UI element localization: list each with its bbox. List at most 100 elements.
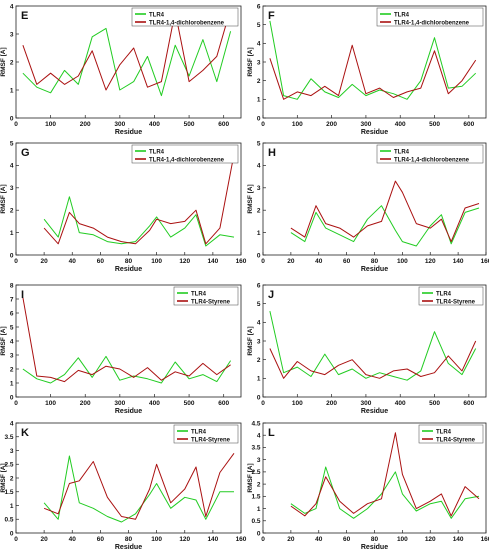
y-tick-label: 3 — [257, 338, 261, 345]
y-tick-label: 0 — [10, 252, 14, 259]
legend-box — [376, 7, 484, 27]
x-tick-label: 500 — [184, 400, 195, 407]
series-line-complex — [290, 432, 480, 517]
x-tick-label: 500 — [429, 121, 440, 128]
y-tick-label: 4 — [10, 420, 14, 427]
x-tick-label: 120 — [425, 258, 436, 265]
y-tick-label: 4 — [10, 3, 14, 10]
x-tick-label: 40 — [69, 258, 77, 265]
series-line-complex — [269, 340, 477, 379]
legend-box — [418, 424, 484, 444]
x-tick-label: 600 — [463, 121, 474, 128]
y-tick-label: 0 — [257, 252, 261, 259]
x-tick-label: 300 — [360, 400, 371, 407]
y-axis-label: RMSF [A] — [0, 47, 7, 76]
panel-label: H — [268, 147, 276, 159]
panel-label: I — [21, 289, 24, 301]
x-tick-label: 160 — [481, 536, 489, 543]
x-tick-label: 60 — [343, 536, 351, 543]
x-tick-label: 400 — [149, 400, 160, 407]
y-tick-label: 2 — [257, 78, 261, 85]
panel-label: G — [21, 147, 30, 159]
y-axis-label: RMSF [A] — [0, 326, 7, 355]
panel-k: 0 20 40 60 80 100 120 140 160 0 0.5 1 1.5 2 2.5 3 3.5 4 Re… — [0, 420, 247, 551]
x-tick-label: 80 — [371, 258, 379, 265]
y-tick-label: 4 — [10, 163, 14, 170]
x-tick-label: 80 — [125, 536, 133, 543]
legend-box — [131, 144, 239, 164]
x-tick-label: 100 — [397, 258, 408, 265]
panel-label: J — [268, 289, 274, 301]
y-axis-label: RMSF [A] — [247, 184, 254, 213]
y-tick-label: 0 — [10, 530, 14, 537]
y-tick-label: 0 — [10, 115, 14, 122]
y-tick-label: 3 — [10, 185, 14, 192]
x-tick-label: 60 — [97, 536, 105, 543]
x-tick-label: 200 — [80, 400, 91, 407]
y-tick-label: 1 — [257, 376, 261, 383]
x-tick-label: 200 — [80, 121, 91, 128]
x-tick-label: 100 — [292, 400, 303, 407]
y-tick-label: 0 — [257, 530, 261, 537]
y-tick-label: 1 — [257, 506, 261, 513]
y-tick-label: 2 — [257, 357, 261, 364]
y-axis-label: RMSF [A] — [247, 47, 254, 76]
y-tick-label: 1 — [257, 230, 261, 237]
legend-box — [173, 424, 239, 444]
y-tick-label: 0 — [10, 394, 14, 401]
x-tick-label: 160 — [236, 258, 247, 265]
x-axis-label: Residue — [361, 266, 388, 273]
x-tick-label: 600 — [218, 400, 229, 407]
panel-label: K — [21, 427, 29, 439]
y-tick-label: 1 — [10, 380, 14, 387]
panel-g: 0 20 40 60 80 100 120 140 160 0 1 2 3 4 5 Residue RMSF [… — [0, 140, 247, 273]
x-tick-label: 140 — [207, 258, 218, 265]
y-tick-label: 0 — [257, 115, 261, 122]
x-axis-label: Residue — [361, 408, 388, 415]
y-tick-label: 5 — [10, 324, 14, 331]
x-tick-label: 300 — [114, 400, 125, 407]
y-tick-label: 6 — [257, 282, 261, 289]
x-tick-label: 0 — [14, 258, 18, 265]
x-tick-label: 0 — [14, 400, 18, 407]
y-tick-label: 4 — [257, 320, 261, 327]
y-tick-label: 5 — [257, 22, 261, 29]
series-line-tlr4 — [43, 196, 235, 247]
legend-label: TLR4 — [191, 429, 207, 435]
legend-box — [173, 286, 239, 306]
y-tick-label: 7 — [10, 296, 14, 303]
y-tick-label: 2 — [257, 481, 261, 488]
x-tick-label: 400 — [149, 121, 160, 128]
x-tick-label: 160 — [481, 258, 489, 265]
x-tick-label: 600 — [463, 400, 474, 407]
y-tick-label: 0.5 — [4, 517, 13, 524]
legend-label: TLR4-1,4-dichlorobenzene — [149, 157, 225, 163]
legend-label: TLR4 — [394, 149, 410, 155]
x-tick-label: 160 — [236, 536, 247, 543]
y-tick-label: 4 — [257, 163, 261, 170]
y-tick-label: 5 — [257, 140, 261, 147]
legend-label: TLR4 — [436, 291, 452, 297]
x-tick-label: 0 — [261, 536, 265, 543]
legend-label: TLR4-Styrene — [436, 437, 476, 443]
y-tick-label: 3.5 — [4, 434, 13, 441]
y-axis-label: RMSF [A] — [247, 463, 254, 492]
x-axis-label: Residue — [115, 129, 142, 136]
y-tick-label: 4.5 — [251, 420, 260, 427]
y-tick-label: 3 — [257, 59, 261, 66]
x-tick-label: 20 — [41, 536, 49, 543]
x-axis-label: Residue — [115, 408, 142, 415]
y-tick-label: 2 — [10, 475, 14, 482]
y-tick-label: 1 — [10, 503, 14, 510]
x-tick-label: 0 — [14, 536, 18, 543]
legend-label: TLR4 — [149, 12, 165, 18]
x-tick-label: 400 — [395, 121, 406, 128]
x-tick-label: 120 — [179, 536, 190, 543]
y-axis-label: RMSF [A] — [0, 463, 7, 492]
y-tick-label: 2 — [10, 59, 14, 66]
y-tick-label: 2 — [10, 366, 14, 373]
panel-h: 0 20 40 60 80 100 120 140 160 0 1 2 3 4 5 Residue RMSF [… — [247, 140, 489, 273]
x-axis-label: Residue — [115, 266, 142, 273]
series-line-complex — [22, 297, 231, 383]
y-axis-label: RMSF [A] — [247, 326, 254, 355]
